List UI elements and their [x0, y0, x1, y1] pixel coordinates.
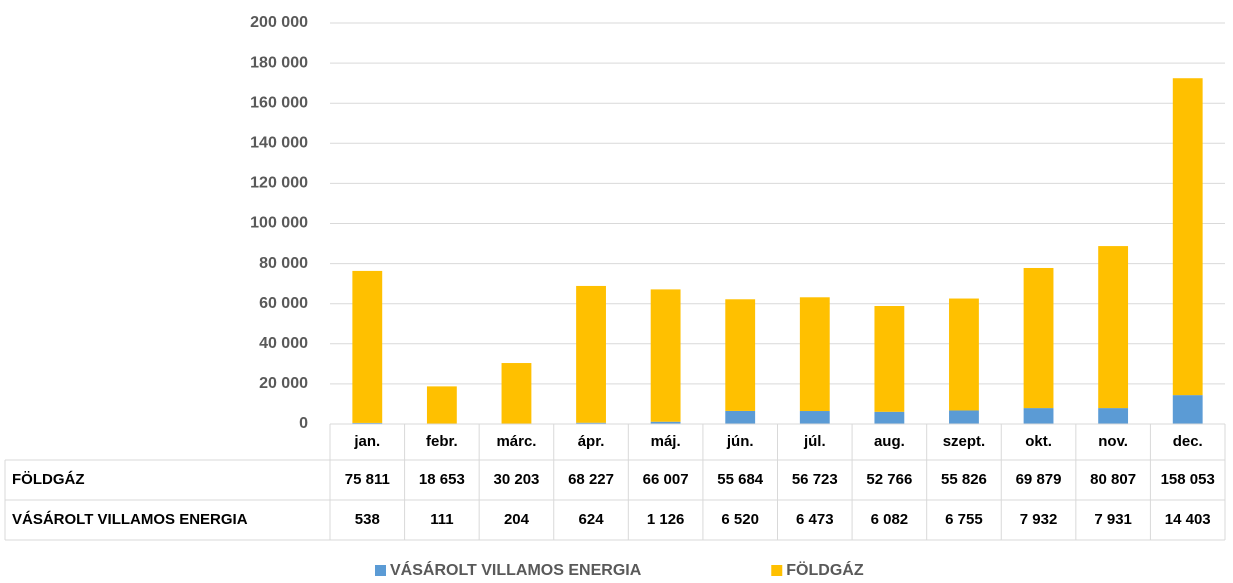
y-tick-label: 140 000 — [250, 135, 308, 152]
bar-segment — [650, 289, 681, 422]
table-row-header: VÁSÁROLT VILLAMOS ENERGIA — [12, 511, 248, 528]
y-tick-label: 40 000 — [259, 335, 308, 352]
legend-swatch — [771, 565, 783, 576]
x-tick-label: okt. — [1025, 433, 1052, 450]
y-tick-label: 120 000 — [250, 175, 308, 192]
bar-segment — [352, 422, 383, 424]
x-tick-label: júl. — [803, 433, 826, 450]
bar-segment — [725, 299, 756, 411]
table-cell: 6 082 — [871, 511, 909, 528]
legend-swatch — [375, 565, 386, 576]
y-tick-label: 160 000 — [250, 94, 308, 111]
table-cell: 56 723 — [792, 471, 838, 488]
bar-segment — [874, 411, 905, 424]
bar-segment — [1098, 408, 1129, 424]
bar-segment — [1172, 78, 1203, 396]
bar-segment — [576, 422, 606, 424]
table-cell: 55 826 — [941, 471, 987, 488]
y-tick-label: 180 000 — [250, 54, 308, 71]
table-cell: 52 766 — [866, 471, 912, 488]
table-cell: 6 473 — [796, 511, 834, 528]
x-tick-label: dec. — [1173, 433, 1203, 450]
table-cell: 75 811 — [345, 471, 390, 488]
table-cell: 66 007 — [643, 471, 689, 488]
y-tick-label: 100 000 — [250, 215, 308, 232]
x-tick-label: máj. — [651, 433, 681, 450]
table-cell: 14 403 — [1165, 511, 1211, 528]
table-cell: 30 203 — [494, 471, 540, 488]
table-cell: 624 — [579, 511, 605, 528]
table-cell: 7 932 — [1020, 511, 1058, 528]
legend-label: VÁSÁROLT VILLAMOS ENERGIA — [390, 560, 642, 579]
bar-segment — [799, 297, 830, 412]
x-tick-label: jún. — [726, 433, 754, 450]
x-tick-label: aug. — [874, 433, 905, 450]
y-tick-label: 80 000 — [259, 255, 308, 272]
table-cell: 7 931 — [1094, 511, 1132, 528]
y-tick-label: 0 — [299, 415, 308, 432]
x-tick-label: jan. — [353, 433, 380, 450]
table-cell: 6 755 — [945, 511, 983, 528]
table-cell: 111 — [430, 511, 453, 528]
table-cell: 6 520 — [721, 511, 759, 528]
y-tick-label: 60 000 — [259, 295, 308, 312]
bar-segment — [576, 285, 606, 423]
bar-segment — [799, 411, 830, 424]
bar-segment — [949, 298, 979, 411]
table-cell: 204 — [504, 511, 530, 528]
table-row-header: FÖLDGÁZ — [12, 471, 85, 488]
bar-segment — [725, 410, 756, 424]
bar-segment — [352, 270, 383, 423]
table-cell: 69 879 — [1016, 471, 1062, 488]
table-cell: 18 653 — [419, 471, 465, 488]
table-cell: 55 684 — [717, 471, 764, 488]
table-cell: 158 053 — [1161, 471, 1215, 488]
bar-segment — [501, 363, 532, 424]
x-tick-label: ápr. — [578, 433, 605, 450]
legend-label: FÖLDGÁZ — [786, 560, 864, 579]
bar-segment — [874, 306, 905, 412]
table-cell: 80 807 — [1090, 471, 1136, 488]
table-cell: 1 126 — [647, 511, 685, 528]
x-tick-label: nov. — [1098, 433, 1128, 450]
table-cell: 68 227 — [568, 471, 614, 488]
bar-segment — [1098, 246, 1129, 409]
bar-segment — [1023, 408, 1054, 424]
y-tick-label: 20 000 — [259, 375, 308, 392]
x-tick-label: márc. — [496, 433, 536, 450]
bar-segment — [1023, 267, 1054, 409]
bar-segment — [949, 410, 979, 424]
bar-segment — [426, 386, 457, 424]
table-cell: 538 — [355, 511, 380, 528]
bar-segment — [650, 421, 681, 424]
bar-segment — [1172, 395, 1203, 424]
x-tick-label: febr. — [426, 433, 458, 450]
x-tick-label: szept. — [943, 433, 986, 450]
y-tick-label: 200 000 — [250, 14, 308, 31]
